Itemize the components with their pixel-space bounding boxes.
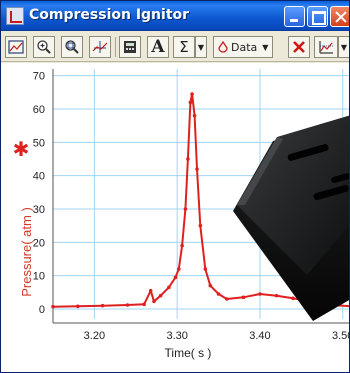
graph-toolbar: A Σ ▼ Data ▼ [1,32,349,62]
zoom-out-button[interactable] [61,36,83,58]
minimize-button[interactable] [284,6,305,27]
statistics-dropdown[interactable]: ▼ [195,36,207,58]
chevron-down-icon: ▼ [262,42,269,52]
data-point [190,92,194,96]
pressure-time-chart[interactable]: 0 10 20 30 40 50 60 70 3.20 3.30 3.40 3.50 Time( s … [1,63,350,373]
data-dropdown-label: Data [231,40,258,54]
close-button[interactable] [330,6,349,27]
data-point [274,293,279,298]
text-annotation-button[interactable]: A [147,36,169,58]
title-bar[interactable]: Compression Ignitor [1,1,349,31]
data-point [51,304,55,309]
calculator-icon [124,41,136,53]
x-tick-label: 3.50 [332,330,350,342]
delete-button[interactable] [288,36,310,58]
data-point [208,283,213,288]
data-point [225,297,229,301]
examine-button[interactable] [89,36,111,58]
data-point [216,292,221,296]
tick-labels: 0 10 20 30 40 50 60 70 3.20 3.30 3.40 3.50 [33,71,350,342]
autoscale-button[interactable] [5,36,27,58]
data-point [100,303,105,308]
data-point [241,295,246,300]
app-icon [6,7,24,25]
window-title: Compression Ignitor [29,7,190,23]
zoom-in-button[interactable] [33,36,55,58]
y-axis-label: Pressure( atm ) [19,207,34,297]
text-annotation-icon: A [151,37,165,57]
y-tick-label: 50 [33,137,45,149]
x-tick-label: 3.40 [249,330,270,342]
chevron-down-icon: ▼ [197,42,205,52]
chevron-down-icon: ▼ [340,42,348,52]
maximize-button[interactable] [307,6,328,27]
graph-options-dropdown[interactable]: ▼ [338,36,349,58]
data-point [198,223,203,228]
data-point [125,303,130,307]
x-axis-label: Time( s ) [165,346,212,360]
axes [52,69,349,324]
data-point [148,288,153,293]
toolbar-separator [115,37,116,57]
data-point [188,100,193,105]
data-point [76,304,80,309]
pressure-series-line [52,93,349,308]
y-tick-label: 60 [33,104,45,116]
delete-icon [293,41,305,53]
zoom-in-icon [37,40,51,54]
plot-area[interactable]: 0 10 20 30 40 50 60 70 3.20 3.30 3.40 3.50 Time( s … [1,63,350,373]
autoscale-icon [8,40,24,54]
graph-options-icon [319,41,333,54]
data-point [192,113,197,118]
series-marker-icon: ✱ [13,137,30,161]
data-point [158,293,163,298]
statistics-button[interactable]: Σ [173,36,195,58]
sensor-device-image [233,115,349,321]
data-point [258,292,262,296]
data-point [167,285,171,290]
y-tick-label: 40 [33,171,45,183]
data-point [142,302,146,307]
data-dropdown[interactable]: Data ▼ [213,36,273,58]
y-tick-label: 30 [33,204,45,216]
data-dropdown-icon [218,41,228,53]
examine-icon [92,41,108,53]
statistics-icon: Σ [179,38,189,56]
calculator-button[interactable] [119,36,141,58]
zoom-out-icon [65,40,79,54]
data-point [183,207,188,211]
data-point [173,275,178,280]
y-tick-label: 10 [33,271,45,283]
data-point [195,167,199,171]
y-tick-label: 0 [39,304,45,316]
data-point [186,157,190,161]
data-point [177,267,181,271]
data-point [291,296,295,301]
y-tick-label: 20 [33,237,45,249]
x-tick-label: 3.30 [166,330,187,342]
y-tick-label: 70 [33,71,45,83]
x-tick-label: 3.20 [84,330,105,342]
data-point [152,299,156,304]
graph-options-button[interactable] [314,36,338,58]
data-point [180,243,184,248]
data-point [203,267,208,271]
